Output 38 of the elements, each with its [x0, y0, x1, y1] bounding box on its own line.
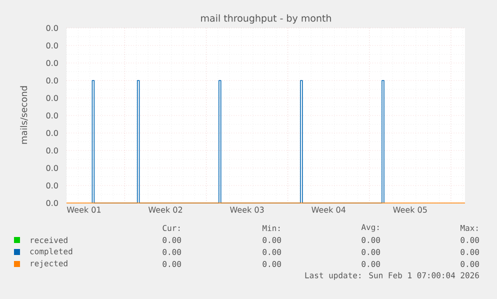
x-tick-label: Week 02: [148, 206, 182, 213]
text: 0.0: [46, 42, 58, 49]
text: Avg:: [361, 224, 379, 232]
text: 0.0: [46, 130, 58, 136]
text: 0.0: [46, 94, 58, 102]
text: 0.0: [46, 164, 58, 172]
text: 0.00: [262, 260, 281, 268]
y-axis-title: mails/second: [20, 86, 28, 144]
text: 0.00: [362, 236, 380, 244]
text: 0.0: [46, 60, 58, 66]
text: 0.0: [46, 24, 58, 32]
text: 0.00: [162, 248, 181, 256]
text: 0.00: [460, 236, 479, 244]
text: 0.0: [46, 147, 58, 154]
legend-label: rejected: [30, 260, 68, 268]
text: 0.00: [362, 248, 380, 256]
text: Min:: [262, 224, 280, 232]
text: 0.00: [162, 260, 181, 268]
legend-label: received: [30, 236, 68, 244]
x-tick-label: Week 01: [66, 206, 101, 213]
text: 0.00: [162, 236, 181, 244]
text: 0.00: [362, 260, 380, 268]
legend-label: completed: [30, 248, 72, 256]
text: 0.00: [460, 260, 479, 268]
chart-title: mail throughput - by month: [201, 14, 331, 24]
x-tick-label: Week 05: [393, 206, 427, 213]
text: 0.0: [46, 200, 58, 206]
text: 0.0: [46, 112, 58, 119]
x-tick-label: Week 03: [230, 206, 264, 213]
x-tick-label: Week 04: [312, 206, 346, 213]
text: Max:: [460, 225, 478, 231]
text: Last update: Sun Feb 1 07:00:04 2026: [305, 272, 479, 280]
text: 0.0: [46, 77, 58, 84]
text: 0.00: [460, 248, 479, 256]
text: 0.00: [262, 236, 281, 244]
text: 0.00: [262, 248, 281, 256]
text: 0.0: [46, 182, 58, 189]
text: Cur:: [162, 224, 180, 232]
